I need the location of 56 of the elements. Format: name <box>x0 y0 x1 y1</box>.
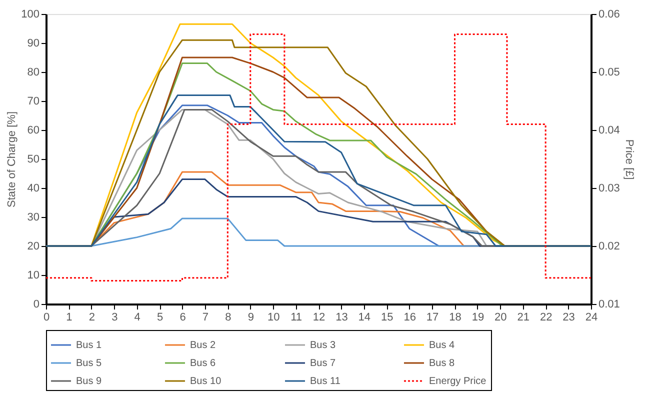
legend-label: Bus 11 <box>310 376 341 387</box>
x-tick-label: 9 <box>248 312 254 324</box>
x-tick-label: 17 <box>426 312 439 324</box>
x-tick-label: 23 <box>562 312 575 324</box>
y-tick-label: 40 <box>27 182 40 194</box>
legend-label: Bus 7 <box>310 358 336 369</box>
legend-label: Bus 10 <box>190 376 222 387</box>
legend-label: Bus 5 <box>76 358 102 369</box>
y-tick-label: 70 <box>27 96 40 108</box>
y-tick-label: 0 <box>33 298 40 310</box>
y2-tick-label: 0.05 <box>598 66 620 78</box>
x-tick-label: 5 <box>156 312 164 324</box>
x-tick-label: 20 <box>494 312 507 324</box>
legend-label: Bus 8 <box>429 358 456 369</box>
y2-tick-label: 0.03 <box>598 182 620 194</box>
y-tick-label: 50 <box>27 154 40 166</box>
x-tick-label: 18 <box>449 312 462 324</box>
legend-label: Bus 3 <box>310 340 336 351</box>
x-tick-label: 8 <box>225 312 232 324</box>
x-tick-label: 14 <box>358 312 371 324</box>
x-tick-label: 21 <box>517 312 530 324</box>
y2-tick-label: 0.01 <box>598 298 620 310</box>
x-tick-label: 19 <box>472 312 484 324</box>
y2-axis-title: Price [£] <box>622 139 635 180</box>
y2-tick-label: 0.04 <box>598 124 620 136</box>
y2-tick-label: 0.06 <box>598 8 620 20</box>
legend-label: Bus 4 <box>429 340 456 351</box>
x-tick-label: 24 <box>585 312 598 324</box>
y-tick-label: 60 <box>27 124 40 136</box>
x-tick-label: 12 <box>312 312 326 324</box>
y-tick-label: 30 <box>27 212 40 224</box>
legend-label: Bus 6 <box>190 358 216 369</box>
legend-label: Energy Price <box>429 376 487 387</box>
y-tick-label: 80 <box>27 66 40 78</box>
x-tick-label: 11 <box>290 312 302 324</box>
x-tick-label: 3 <box>112 312 118 324</box>
y-tick-label: 100 <box>21 8 40 20</box>
y2-tick-label: 0.02 <box>598 240 620 252</box>
x-tick-label: 6 <box>180 312 186 324</box>
x-tick-label: 1 <box>66 312 72 324</box>
x-tick-label: 16 <box>404 312 416 324</box>
x-tick-label: 4 <box>134 312 140 324</box>
y-tick-label: 20 <box>27 240 40 252</box>
y-axis-title: State of Charge [%] <box>6 112 18 208</box>
y-tick-label: 10 <box>27 270 40 282</box>
x-tick-label: 22 <box>540 312 552 324</box>
x-tick-label: 13 <box>336 312 348 324</box>
legend-label: Bus 1 <box>76 340 102 351</box>
y-tick-label: 90 <box>27 38 40 50</box>
x-tick-label: 2 <box>88 312 95 324</box>
legend-label: Bus 9 <box>76 376 102 387</box>
x-tick-label: 10 <box>267 312 280 324</box>
x-tick-label: 15 <box>381 312 394 324</box>
legend-label: Bus 2 <box>190 340 216 351</box>
x-tick-label: 0 <box>43 312 50 324</box>
x-tick-label: 7 <box>202 312 209 324</box>
